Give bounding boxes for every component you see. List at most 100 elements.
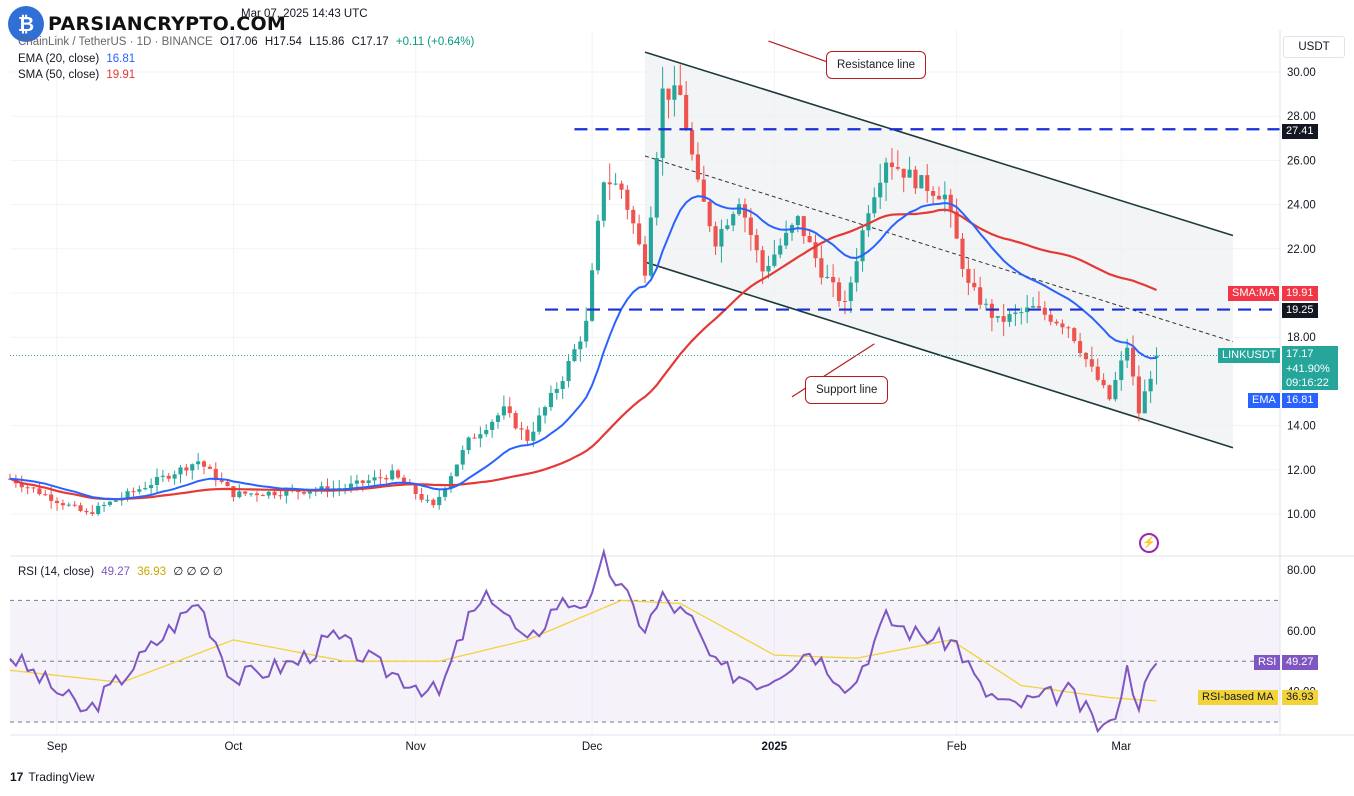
candle-body [419,493,424,500]
tradingview-footer[interactable]: 17 TradingView [10,770,94,784]
rsi-tick-label: 60.00 [1287,626,1316,638]
candle-body [872,197,877,214]
sma-value: 19.91 [106,69,136,81]
level-low-tag: 19.25 [1282,303,1318,318]
candle-body [660,88,665,159]
candle-body [960,238,965,269]
horizontal-levels [10,128,1280,357]
sma-value-tag: 19.91 [1282,286,1318,301]
candle-body [437,496,442,506]
candle-body [936,195,942,200]
candle-body [654,158,659,218]
candle-body [684,94,689,130]
candle-body [1030,306,1036,308]
candle-body [919,175,924,189]
candle-body [613,183,618,185]
candle-body [1078,341,1083,353]
candle-body [360,480,365,483]
price-tick-label: 30.00 [1287,67,1316,79]
candle-body [1130,347,1136,377]
candle-body [813,242,818,259]
rsi-legend[interactable]: RSI (14, close) 49.27 36.93 ∅ ∅ ∅ ∅ [18,564,223,580]
candle-body [719,228,724,247]
candle-body [1060,323,1065,328]
candle-body [566,361,571,382]
candle-body [1101,379,1106,386]
candle-body [854,261,859,283]
time-tick-label: Nov [405,741,426,753]
channel-fill [645,52,1233,448]
time-tick-label: 2025 [762,741,788,753]
candle-body [913,169,918,189]
candle-body [431,499,436,506]
candle-body [1013,312,1018,315]
candle-body [672,85,677,100]
candle-body [1042,307,1047,315]
candle-body [554,389,559,393]
candle-body [166,475,171,479]
candle-body [107,501,113,505]
close-value: C17.17 [351,36,389,48]
rsi-name-tag: RSI [1254,655,1281,670]
candle-body [819,258,824,278]
candle-body [842,300,847,302]
time-tick-label: Dec [582,741,603,753]
change-value: +0.11 (+0.64%) [395,36,475,48]
price-tick-label: 14.00 [1287,421,1316,433]
candle-body [413,485,418,494]
candle-body [184,467,189,471]
candle-body [37,488,42,495]
candle-body [354,480,359,484]
candle-body [519,428,524,430]
sma-line [9,208,1157,501]
currency-label[interactable]: USDT [1283,36,1345,58]
candle-body [54,500,60,504]
candle-body [149,485,154,489]
candle-body [983,303,989,305]
support-callout: Support line [805,376,889,404]
candle-body [1142,391,1147,414]
candle-body [143,488,148,490]
candle-body [448,476,454,489]
candle-body [207,466,212,469]
candle-body [154,476,160,486]
price-tick-label: 12.00 [1287,465,1316,477]
candle-body [307,491,312,494]
symbol-legend[interactable]: ChainLink / TetherUS · 1D · BINANCE O17.… [18,34,474,50]
candle-body [1148,378,1153,392]
symbol-name: ChainLink / TetherUS · 1D · BINANCE [18,36,213,48]
logo-icon: ₿ [8,6,44,42]
candle-body [319,486,324,491]
candle-body [866,213,871,231]
candle-body [213,468,218,481]
high-value: H17.54 [264,36,302,48]
candle-body [366,480,371,483]
candle-body [901,168,906,178]
alert-icon[interactable]: ⚡ [1139,533,1159,553]
candle-body [884,162,889,183]
ema-legend[interactable]: EMA (20, close) 16.81 [18,51,135,67]
rsi-ma-line [9,599,1157,702]
candle-body [1107,385,1112,400]
bar-countdown: 09:16:22 [1286,377,1329,389]
candle-body [801,216,806,237]
candle-body [90,512,95,515]
candle-body [754,235,759,251]
candle-body [1066,327,1071,329]
candle-body [243,491,248,494]
candle-body [1154,355,1159,358]
sma-legend[interactable]: SMA (50, close) 19.91 [18,67,135,83]
candle-body [831,276,836,283]
time-tick-label: Mar [1111,741,1131,753]
candle-body [713,226,718,247]
candles [7,64,1159,516]
candle-body [84,510,89,513]
rsi-ma-name-tag: RSI-based MA [1198,690,1278,705]
symbol-tag: LINKUSDT [1218,348,1281,363]
candle-body [666,88,671,100]
candle-body [925,175,930,191]
last-price-tag: 17.17 +41.90% 09:16:22 [1282,346,1338,390]
candle-body [72,504,77,506]
candle-body [484,429,489,435]
